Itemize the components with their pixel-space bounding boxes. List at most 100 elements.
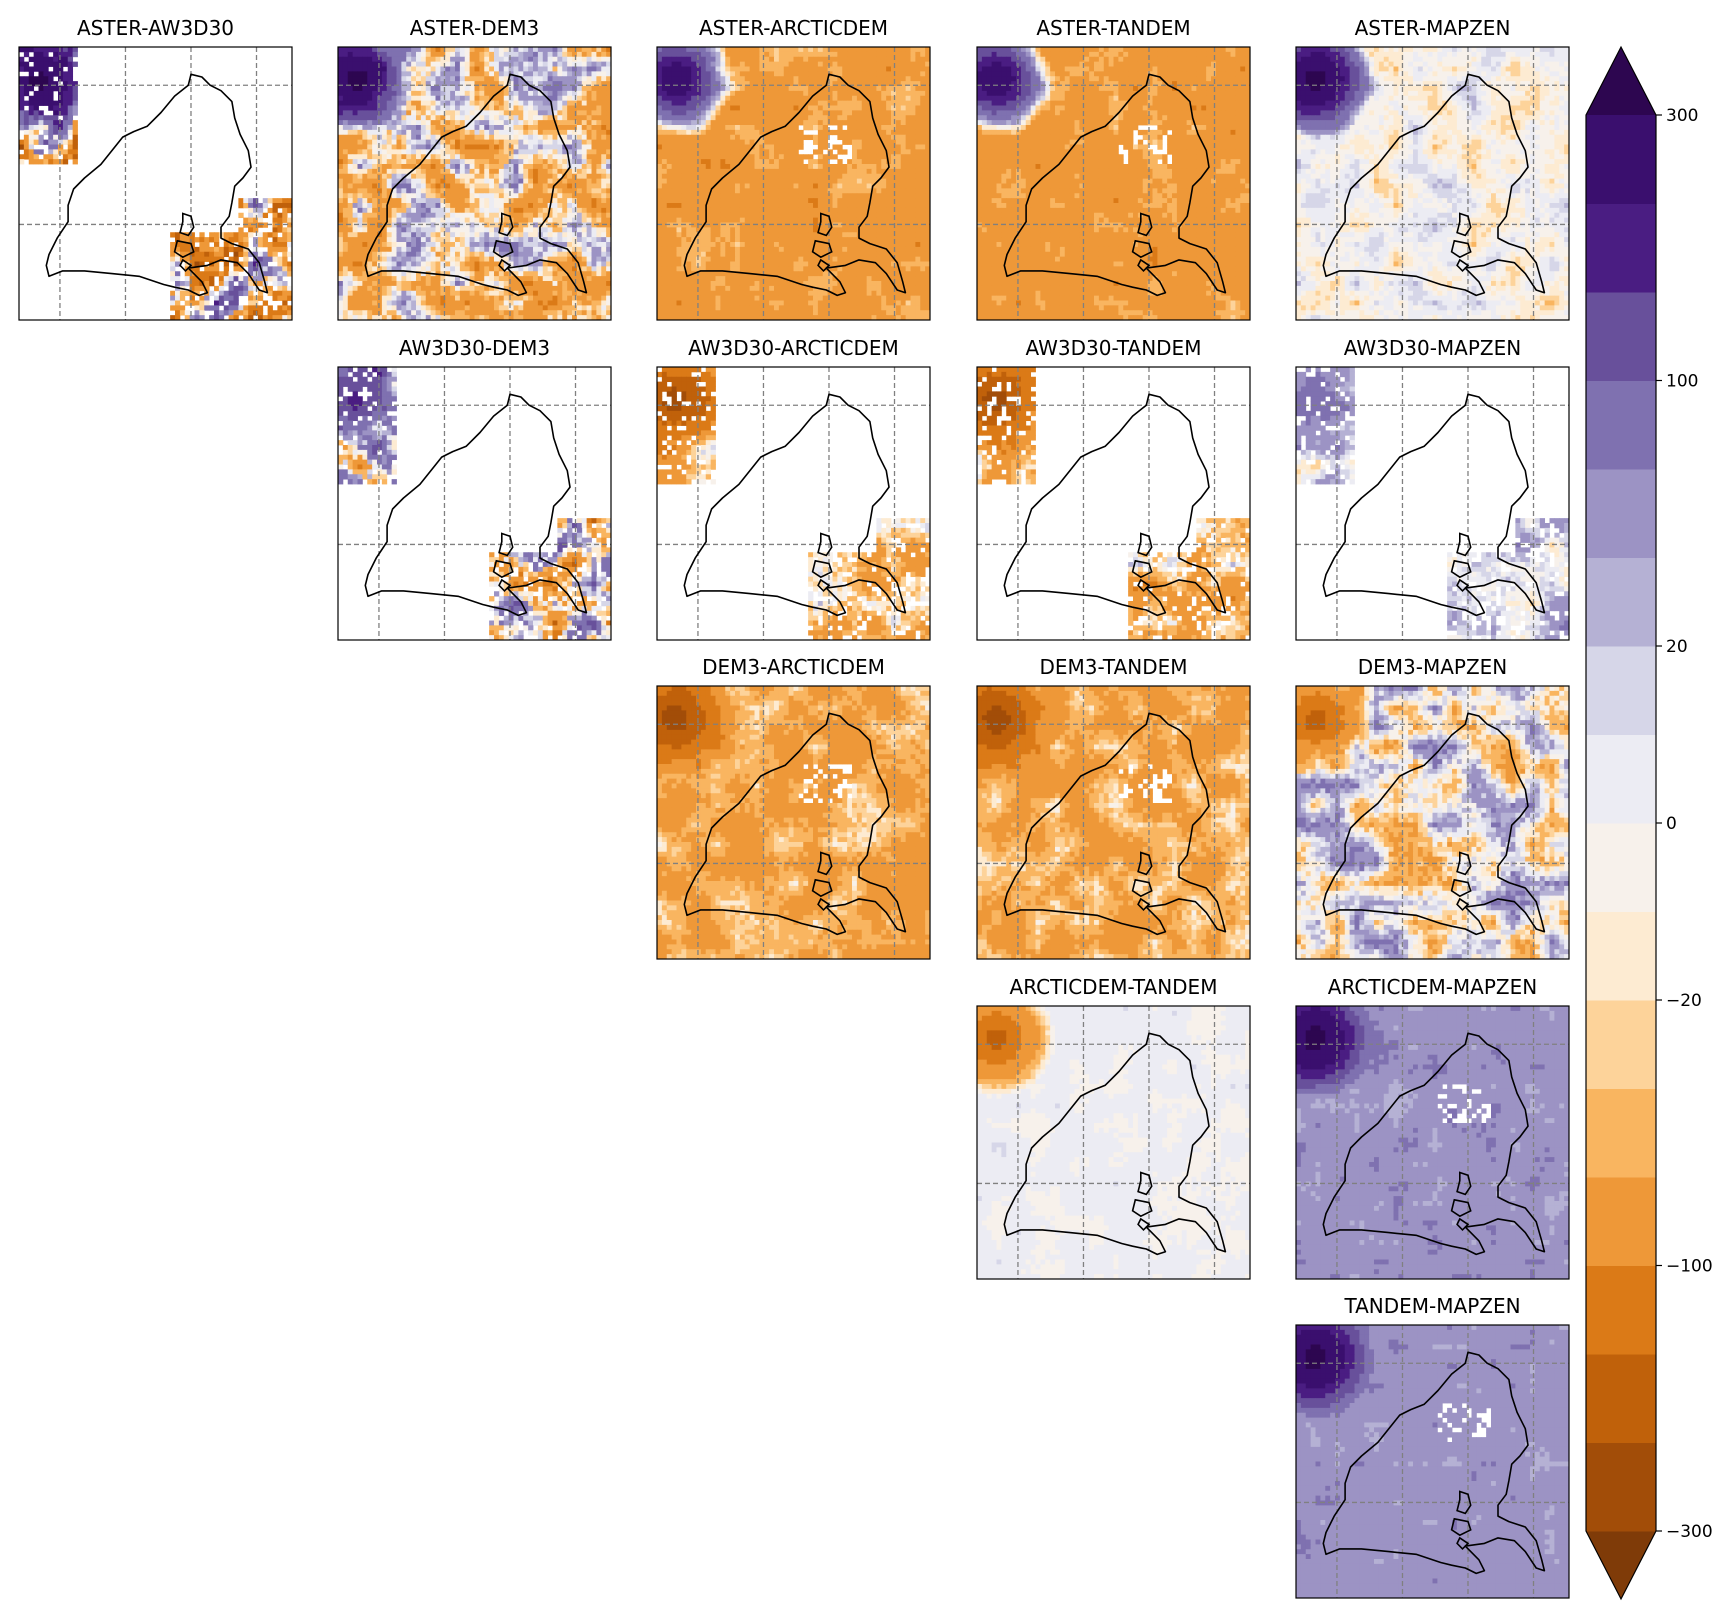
raster-cell: [382, 67, 387, 72]
raster-cell: [426, 57, 431, 62]
raster-cell: [494, 135, 499, 140]
raster-cell: [489, 218, 494, 223]
raster-cell: [431, 242, 436, 247]
raster-cell: [494, 96, 499, 101]
raster-cell: [406, 47, 411, 52]
raster-cell: [543, 140, 548, 145]
raster-cell: [362, 247, 367, 252]
raster-cell: [401, 106, 406, 111]
raster-cell: [528, 110, 533, 115]
raster-cell: [382, 237, 387, 242]
raster-cell: [411, 106, 416, 111]
raster-cell: [24, 47, 29, 52]
raster-cell: [39, 86, 44, 91]
raster-cell: [436, 96, 441, 101]
raster-cell: [494, 154, 499, 159]
raster-cell: [343, 257, 348, 262]
raster-cell: [548, 286, 553, 291]
raster-cell: [562, 310, 567, 315]
raster-cell: [813, 47, 818, 52]
raster-cell: [243, 305, 248, 310]
raster-cell: [372, 159, 377, 164]
raster-cell: [238, 291, 243, 296]
raster-cell: [504, 193, 509, 198]
raster-cell: [533, 96, 538, 101]
raster-cell: [401, 71, 406, 76]
raster-cell: [243, 252, 248, 257]
raster-cell: [548, 169, 553, 174]
raster-cell: [43, 125, 48, 130]
raster-cell: [596, 281, 601, 286]
raster-cell: [436, 67, 441, 72]
raster-cell: [445, 120, 450, 125]
raster-cell: [533, 301, 538, 306]
raster-cell: [273, 227, 278, 232]
raster-cell: [528, 120, 533, 125]
raster-cell: [518, 213, 523, 218]
raster-cell: [596, 154, 601, 159]
raster-cell: [48, 76, 53, 81]
raster-cell: [401, 52, 406, 57]
raster-cell: [348, 208, 353, 213]
raster-cell: [170, 266, 175, 271]
raster-cell: [48, 135, 53, 140]
raster-cell: [343, 227, 348, 232]
raster-cell: [803, 52, 808, 57]
raster-cell: [219, 252, 224, 257]
raster-cell: [411, 296, 416, 301]
raster-cell: [784, 57, 789, 62]
raster-cell: [475, 237, 480, 242]
raster-cell: [538, 130, 543, 135]
raster-cell: [204, 247, 209, 252]
raster-cell: [499, 247, 504, 252]
raster-cell: [416, 149, 421, 154]
raster-cell: [367, 218, 372, 223]
raster-cell: [445, 62, 450, 67]
raster-cell: [587, 135, 592, 140]
raster-cell: [562, 208, 567, 213]
raster-cell: [406, 140, 411, 145]
raster-cell: [489, 223, 494, 228]
raster-cell: [572, 198, 577, 203]
raster-cell: [348, 223, 353, 228]
raster-cell: [523, 257, 528, 262]
raster-cell: [567, 76, 572, 81]
raster-cell: [514, 301, 519, 306]
raster-cell: [48, 159, 53, 164]
raster-cell: [538, 271, 543, 276]
raster-cell: [915, 62, 920, 67]
raster-cell: [455, 305, 460, 310]
raster-cell: [857, 47, 862, 52]
raster-cell: [358, 266, 363, 271]
raster-cell: [243, 281, 248, 286]
raster-cell: [587, 276, 592, 281]
raster-cell: [362, 213, 367, 218]
raster-cell: [499, 57, 504, 62]
raster-cell: [348, 145, 353, 150]
raster-cell: [19, 91, 24, 96]
raster-cell: [484, 149, 489, 154]
raster-cell: [48, 101, 53, 106]
raster-cell: [587, 281, 592, 286]
raster-cell: [445, 203, 450, 208]
raster-cell: [411, 149, 416, 154]
raster-cell: [528, 188, 533, 193]
raster-cell: [528, 149, 533, 154]
raster-cell: [175, 276, 180, 281]
raster-cell: [465, 96, 470, 101]
raster-cell: [426, 145, 431, 150]
raster-cell: [48, 125, 53, 130]
raster-cell: [39, 52, 44, 57]
raster-cell: [377, 179, 382, 184]
raster-cell: [29, 154, 34, 159]
raster-cell: [755, 52, 760, 57]
raster-cell: [779, 76, 784, 81]
raster-cell: [73, 145, 78, 150]
raster-cell: [533, 110, 538, 115]
raster-cell: [557, 227, 562, 232]
raster-cell: [538, 247, 543, 252]
raster-cell: [450, 145, 455, 150]
raster-cell: [353, 110, 358, 115]
raster-cell: [416, 57, 421, 62]
raster-cell: [406, 203, 411, 208]
